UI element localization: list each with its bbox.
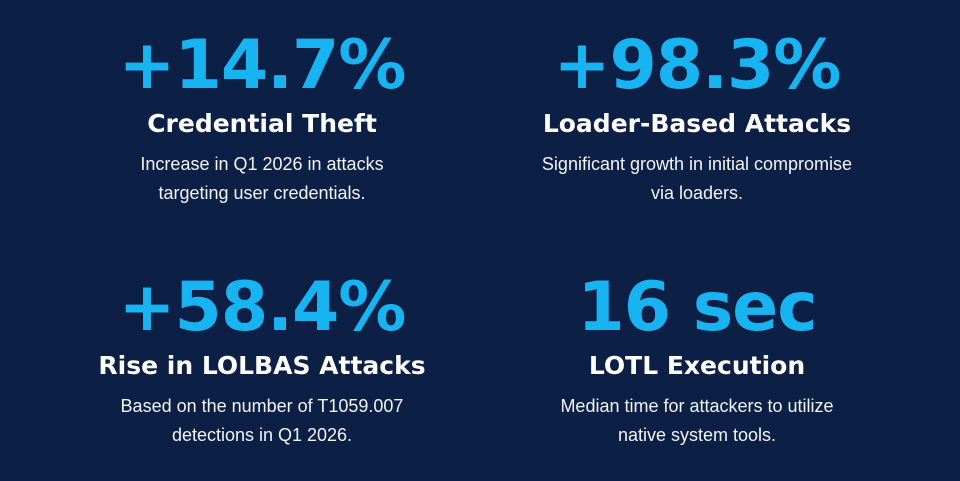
stat-description-line: via loaders. [650, 183, 744, 203]
stat-description: Significant growth in initial compromise… [457, 150, 937, 208]
stat-description-line: Median time for attackers to utilize [560, 396, 834, 416]
stat-loader-based-attacks: +98.3% Loader-Based Attacks Significant … [457, 28, 937, 208]
stat-description-line: targeting user credentials. [158, 183, 366, 203]
stat-credential-theft: +14.7% Credential Theft Increase in Q1 2… [22, 28, 502, 208]
stat-value: +58.4% [118, 268, 407, 347]
stat-description-line: detections in Q1 2026. [171, 425, 353, 445]
stat-value: +98.3% [553, 26, 842, 105]
stat-description: Median time for attackers to utilize nat… [457, 392, 937, 450]
stat-description-line: native system tools. [617, 425, 777, 445]
stat-description-line: Significant growth in initial compromise [541, 154, 853, 174]
stat-title: Loader-Based Attacks [542, 109, 852, 138]
stat-title: Rise in LOLBAS Attacks [98, 351, 426, 380]
stat-lolbas-attacks: +58.4% Rise in LOLBAS Attacks Based on t… [22, 270, 502, 450]
stat-description: Based on the number of T1059.007 detecti… [22, 392, 502, 450]
stat-lotl-execution: 16 sec LOTL Execution Median time for at… [457, 270, 937, 450]
stat-title: Credential Theft [147, 109, 377, 138]
stat-title: LOTL Execution [588, 351, 806, 380]
stat-description: Increase in Q1 2026 in attacks targeting… [22, 150, 502, 208]
stat-description-line: Based on the number of T1059.007 [120, 396, 404, 416]
stat-value: 16 sec [577, 268, 817, 347]
stat-value: +14.7% [118, 26, 407, 105]
stat-description-line: Increase in Q1 2026 in attacks [140, 154, 384, 174]
